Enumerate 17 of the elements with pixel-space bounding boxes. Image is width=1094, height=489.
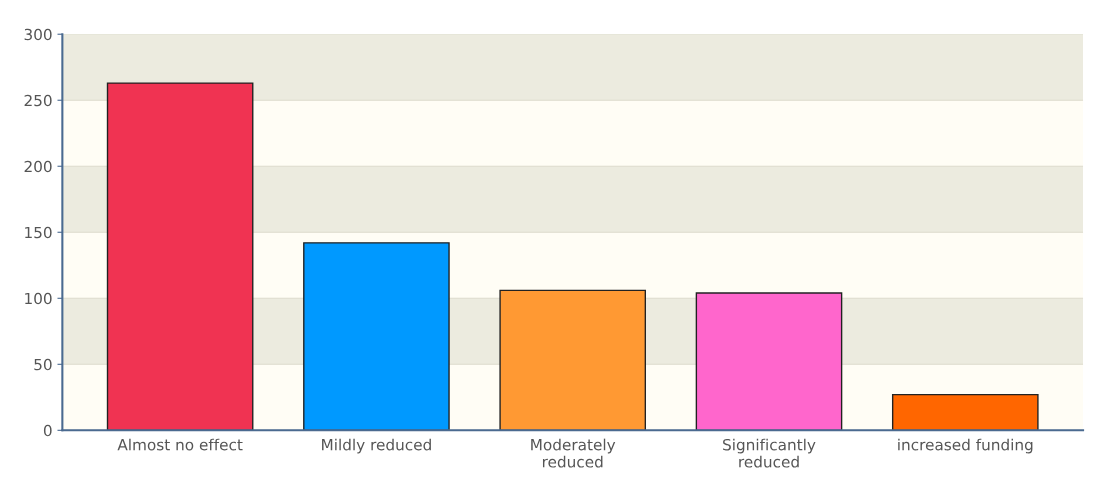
y-tick-label: 150 xyxy=(25,226,52,239)
x-tick-label: Almost no effect xyxy=(117,438,243,451)
bar xyxy=(499,289,647,431)
bar xyxy=(106,82,254,431)
x-tick-label: increased funding xyxy=(898,438,1033,454)
bar xyxy=(695,292,843,431)
bar xyxy=(303,242,450,431)
y-tick-label: 0 xyxy=(43,424,52,437)
bar xyxy=(891,393,1039,431)
y-tick-label: 200 xyxy=(24,160,52,173)
y-tick-label: 300 xyxy=(24,28,52,41)
y-tick-label: 250 xyxy=(24,94,52,107)
y-tick-label: 50 xyxy=(34,358,52,371)
y-tick-label: 100 xyxy=(25,292,52,305)
x-tick-label: Moderately reduced xyxy=(531,438,616,468)
x-tick-label: Mildly reduced xyxy=(322,438,431,454)
x-tick-label: Significantly reduced xyxy=(723,438,816,468)
